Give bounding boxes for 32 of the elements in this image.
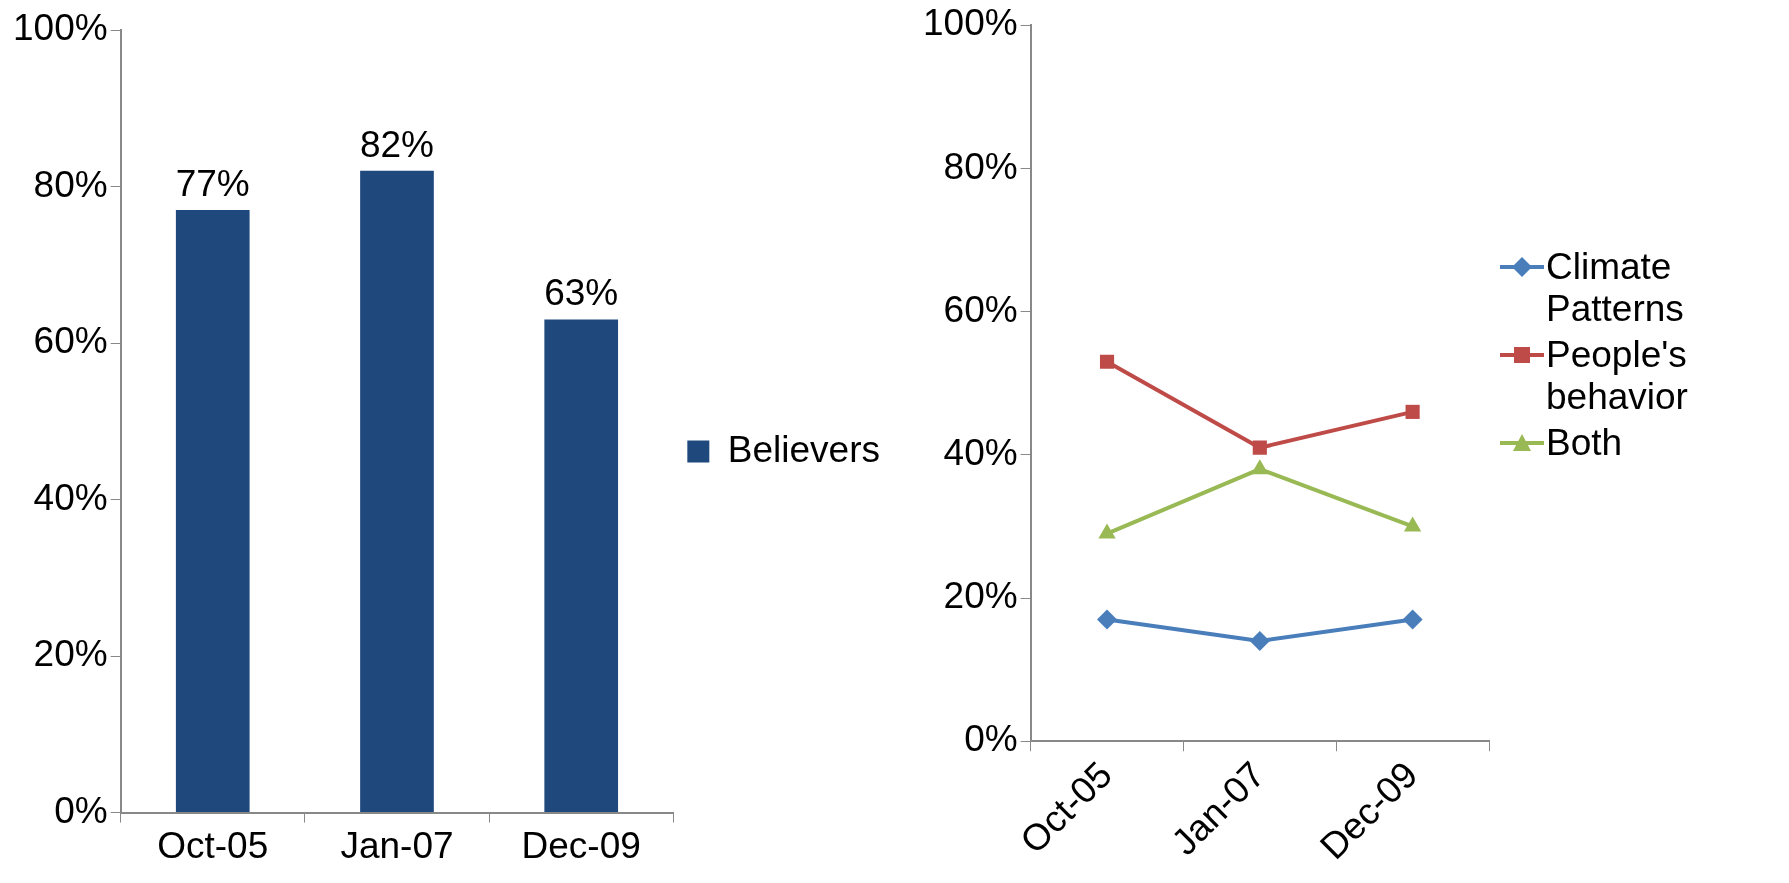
y-tick-label: 20% — [943, 575, 1018, 617]
y-tick-label: 0% — [54, 789, 108, 831]
y-tick-label: 0% — [964, 718, 1018, 760]
bar — [175, 210, 250, 813]
data-label: 63% — [544, 272, 619, 314]
legend-label: Climate Patterns — [1546, 246, 1685, 330]
y-tick-label: 40% — [33, 476, 108, 518]
y-tick-label: 80% — [33, 163, 108, 205]
y-tick-label: 60% — [33, 320, 108, 362]
x-tick-label: Dec-09 — [521, 825, 641, 866]
data-label: 82% — [359, 123, 435, 165]
legend-label: Both — [1546, 422, 1623, 464]
y-tick-label: 40% — [943, 432, 1018, 474]
y-tick-label: 100% — [922, 2, 1018, 44]
bar — [544, 319, 619, 813]
point — [1405, 404, 1420, 419]
y-tick-label: 60% — [943, 288, 1018, 330]
point — [1099, 354, 1115, 369]
legend-label: People's behavior — [1546, 334, 1689, 418]
y-tick-label: 20% — [33, 633, 108, 675]
x-tick-label: Jan-07 — [340, 825, 454, 866]
x-tick-label: Oct-05 — [157, 825, 269, 866]
point — [1097, 609, 1118, 630]
point — [1252, 440, 1267, 455]
legend-label: Believers — [727, 428, 881, 470]
y-tick-label: 100% — [12, 7, 108, 49]
point — [1249, 631, 1270, 652]
bar — [360, 170, 434, 813]
point — [1251, 459, 1269, 475]
data-label: 77% — [175, 162, 250, 204]
point — [1402, 609, 1423, 630]
y-tick-label: 80% — [943, 145, 1018, 187]
